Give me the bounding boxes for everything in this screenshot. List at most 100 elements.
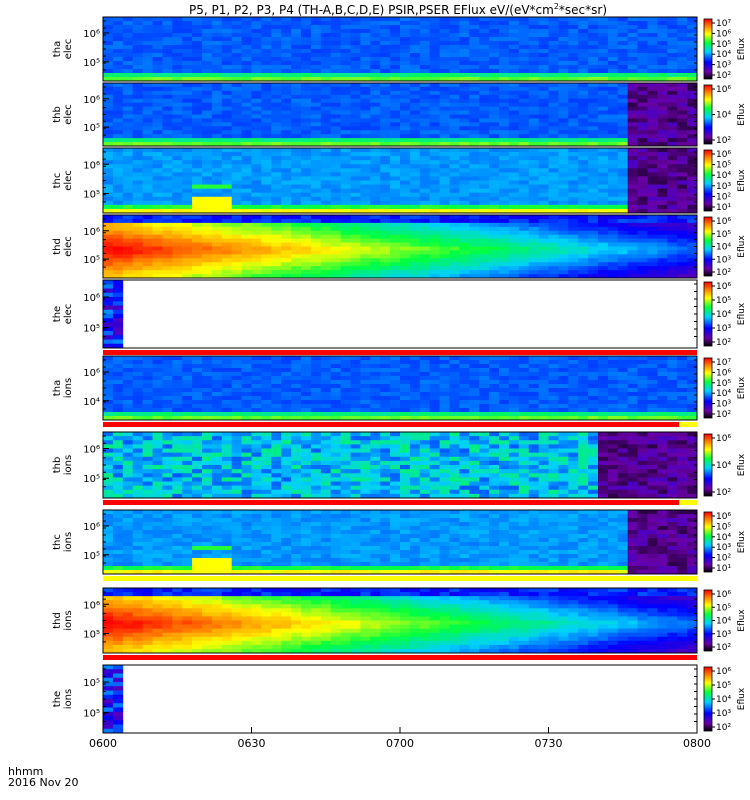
heatmap-cell [647, 262, 658, 267]
colorbar-tick-label: 10³ [716, 255, 731, 265]
heatmap-cell [400, 57, 411, 62]
heatmap-cell [192, 156, 203, 161]
heatmap-cell [360, 90, 371, 96]
heatmap-cell [647, 17, 658, 22]
heatmap-cell [112, 57, 124, 62]
heatmap-cell [598, 356, 609, 361]
heatmap-cell [538, 21, 549, 26]
heatmap-cell [538, 208, 549, 214]
heatmap-cell [568, 180, 579, 185]
heatmap-cell [202, 25, 213, 30]
heatmap-cell [261, 204, 272, 210]
heatmap-cell [122, 25, 134, 30]
heatmap-cell [657, 356, 668, 361]
heatmap-cell [578, 21, 589, 26]
heatmap-cell [142, 404, 153, 409]
heatmap-cell [310, 400, 322, 405]
heatmap-cell [142, 90, 153, 96]
heatmap-cell [657, 29, 668, 34]
heatmap-cell [350, 49, 361, 54]
heatmap-cell [518, 254, 530, 259]
heatmap-cell [192, 65, 203, 70]
heatmap-cell [221, 218, 233, 224]
heatmap-cell [657, 49, 668, 54]
heatmap-cell [261, 238, 272, 243]
colorbar-tick-label: 10² [716, 268, 731, 278]
heatmap-cell [598, 29, 609, 34]
heatmap-cell [637, 196, 648, 202]
heatmap-cell [449, 204, 460, 210]
heatmap-cell [370, 98, 381, 104]
heatmap-cell [419, 400, 431, 405]
heatmap-cell [578, 45, 589, 50]
heatmap-cell [301, 152, 312, 157]
heatmap-cell [291, 102, 302, 108]
heatmap-cell [439, 102, 450, 108]
heatmap-cell [350, 204, 361, 210]
heatmap-cell [657, 192, 668, 198]
heatmap-cell [211, 114, 223, 119]
heatmap-cell [558, 168, 569, 173]
heatmap-cell [340, 376, 351, 381]
colorbar-gradient [703, 281, 713, 347]
heatmap-cell [409, 192, 421, 198]
heatmap-cell [202, 196, 213, 202]
heatmap-cell [409, 73, 421, 78]
heatmap-cell [598, 65, 609, 70]
heatmap-cell [330, 86, 341, 92]
heatmap-cell [607, 65, 619, 70]
heatmap-cell [211, 254, 223, 259]
heatmap-cell [271, 110, 282, 115]
heatmap-cell [172, 254, 183, 259]
heatmap-cell [281, 226, 292, 232]
heatmap-cell [172, 356, 183, 361]
heatmap-cell [142, 246, 153, 251]
heatmap-cell [558, 408, 569, 413]
heatmap-cell [429, 41, 440, 46]
heatmap-cell [578, 356, 589, 361]
heatmap-cell [439, 246, 450, 251]
heatmap-cell [578, 364, 589, 369]
heatmap-cell [241, 114, 252, 119]
heatmap-cell [657, 69, 668, 74]
heatmap-cell [390, 364, 401, 369]
heatmap-cell [489, 25, 500, 30]
heatmap-cell [172, 184, 183, 190]
heatmap-cell [429, 246, 440, 251]
heatmap-cell [192, 215, 203, 220]
heatmap-cell [558, 90, 569, 96]
heatmap-cell [122, 208, 134, 214]
heatmap-cell [429, 412, 440, 417]
heatmap-cell [112, 292, 124, 298]
heatmap-cell [350, 196, 361, 202]
heatmap-cell [390, 61, 401, 66]
heatmap-cell [499, 90, 510, 96]
heatmap-cell [103, 65, 114, 70]
heatmap-cell [439, 408, 450, 413]
heatmap-cell [677, 168, 688, 173]
heatmap-cell [132, 222, 143, 228]
heatmap-cell [439, 114, 450, 119]
heatmap-cell [538, 142, 549, 147]
heatmap-cell [459, 29, 470, 34]
heatmap-cell [548, 242, 559, 247]
heatmap-cell [499, 61, 510, 66]
heatmap-cell [409, 57, 421, 62]
heatmap-cell [380, 384, 391, 389]
heatmap-cell [568, 188, 579, 194]
heatmap-cell [251, 192, 262, 198]
heatmap-cell [231, 106, 242, 111]
heatmap-cell [301, 57, 312, 62]
heatmap-cell [330, 400, 341, 405]
heatmap-cell [508, 29, 520, 34]
heatmap-cell [518, 376, 530, 381]
heatmap-cell [221, 61, 233, 66]
heatmap-cell [489, 234, 500, 240]
heatmap-cell [271, 192, 282, 198]
heatmap-cell [479, 208, 490, 214]
colorbar-tick-label: 10² [716, 71, 731, 81]
heatmap-cell [301, 106, 312, 111]
heatmap-cell [103, 305, 114, 311]
heatmap-cell [350, 45, 361, 50]
heatmap-cell [647, 208, 658, 214]
